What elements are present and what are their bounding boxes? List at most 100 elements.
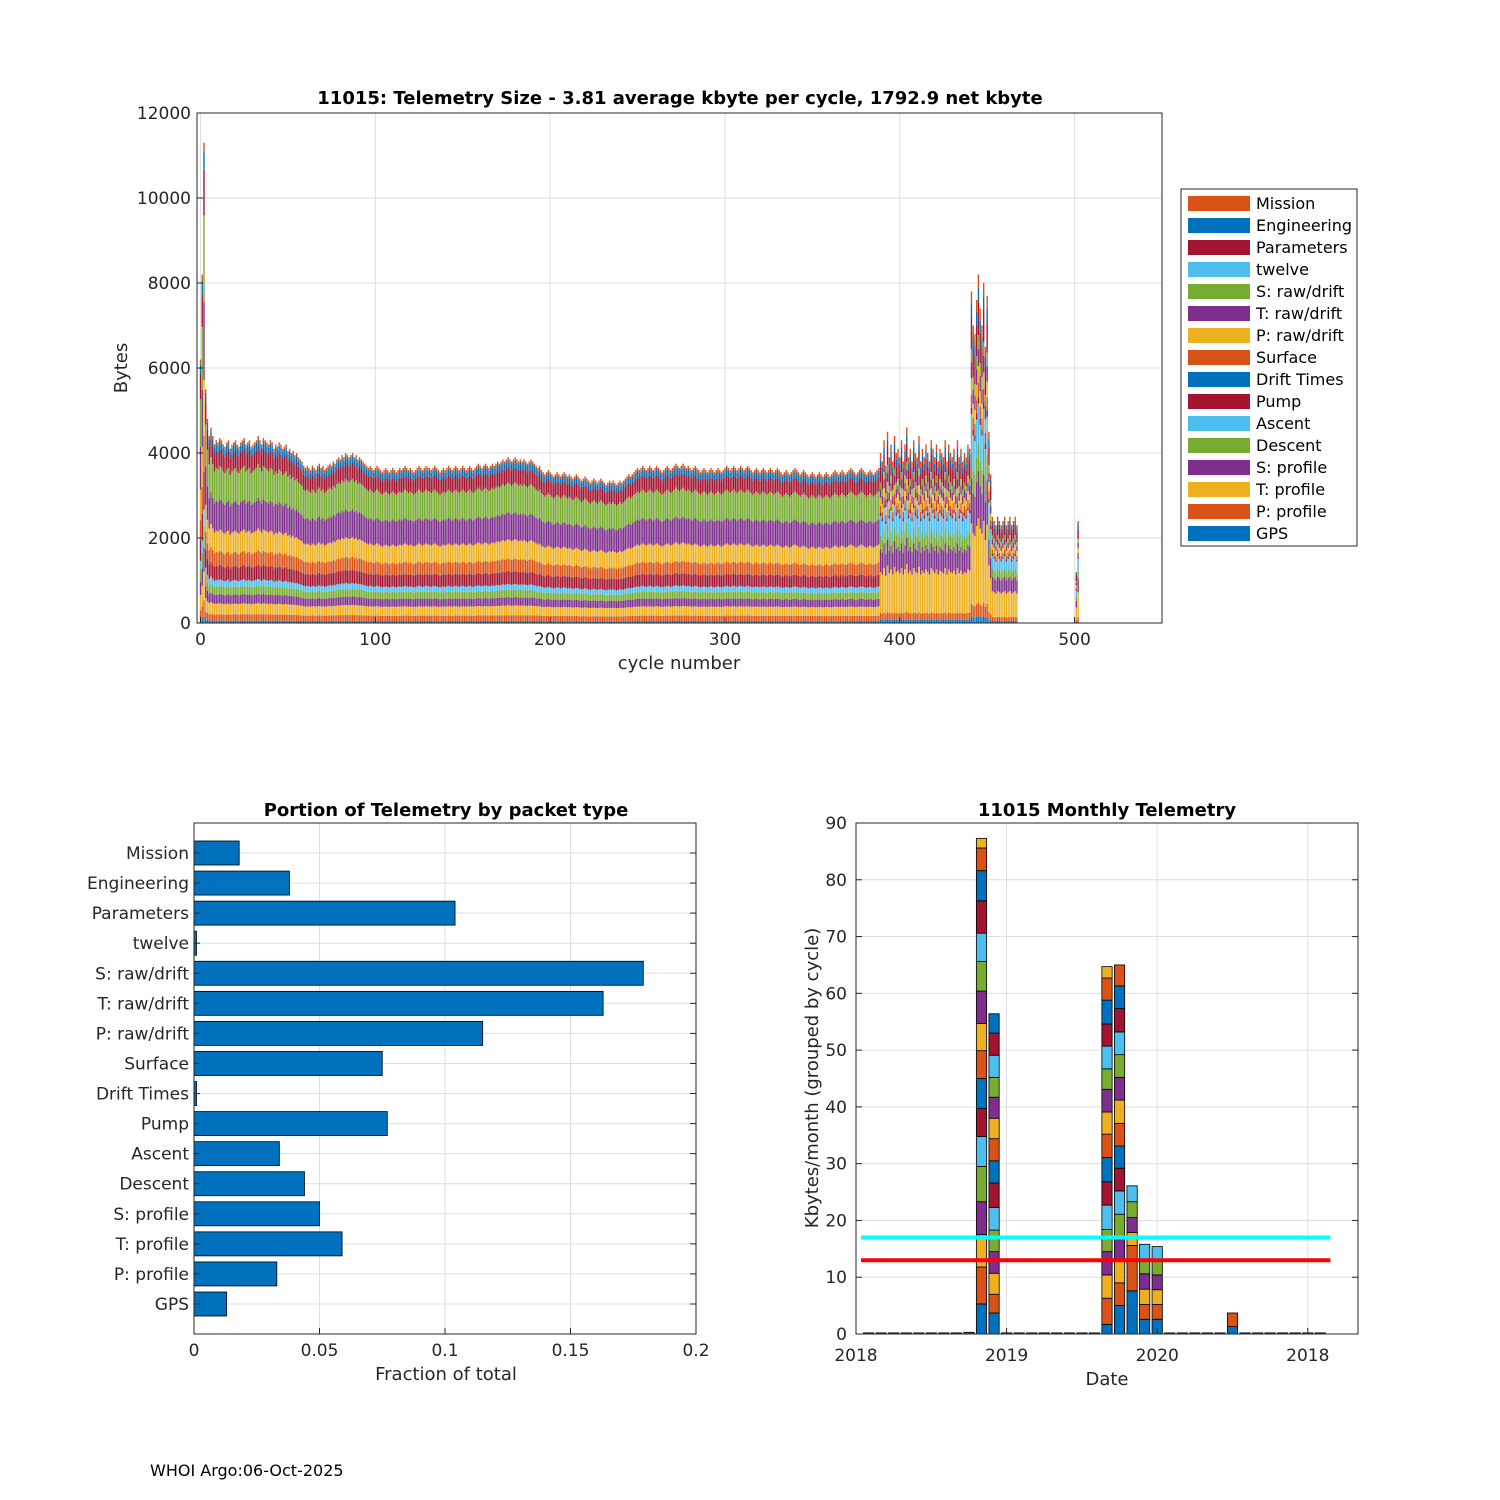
bar-segment [596,482,599,486]
bar-segment [453,574,455,587]
bar-segment [617,552,620,569]
bar-segment [364,560,366,573]
bar-segment [680,543,682,562]
bar-segment [659,545,661,564]
bar-segment [731,621,733,623]
bar-segment [224,473,226,505]
bar-segment [577,577,579,589]
bar-segment [689,467,691,471]
bar-segment [397,621,399,623]
bar-segment [369,620,371,623]
bar-segment [306,468,308,475]
bar-segment [612,550,614,568]
bar-segment [638,586,640,593]
bar-segment [491,463,494,467]
bar-segment [710,470,712,477]
bar-segment [327,468,329,475]
bar-segment [552,616,555,622]
bar-segment [628,482,630,497]
bar-segment [516,584,518,591]
bar-segment [524,615,527,621]
bar-segment [477,472,480,488]
bar-segment [255,620,258,623]
bar-segment [580,567,583,579]
bar-segment [248,620,251,623]
bar-segment [626,484,628,499]
bar-segment [535,489,537,518]
bar-segment [379,478,382,494]
bar-segment [395,606,397,616]
bar-segment [570,616,572,622]
bar-segment [334,590,336,599]
bar-segment [420,591,422,599]
bar-segment [434,573,436,586]
bar-segment [297,539,300,559]
bar-segment [446,470,448,477]
bar-segment [589,482,592,486]
bar-segment [734,621,737,623]
bar-segment [587,550,590,568]
bar-segment [677,606,679,616]
bar-segment [318,542,321,561]
bar-segment [572,593,574,601]
bar-segment [701,545,703,564]
bar-segment [643,562,646,575]
bar-segment [703,606,705,616]
bar-segment [601,488,604,503]
bar-segment [566,616,569,622]
bar-segment [344,456,347,463]
bar-segment [420,467,422,471]
bar-segment [675,542,677,561]
bar-segment [713,599,716,607]
bar-segment [243,620,245,623]
bar-segment [680,620,682,623]
bar-segment [430,520,432,546]
bar-segment [400,470,403,473]
bar-segment [362,572,364,585]
bar-segment [483,598,485,607]
bar-segment [650,615,653,622]
bar-segment [210,620,212,623]
bar-segment [213,503,216,533]
bar-segment [629,577,632,589]
bar-segment [732,543,735,562]
bar-segment [280,444,282,448]
bar-segment [219,448,221,467]
bar-segment [376,620,378,623]
bar-segment [719,592,721,600]
bar-segment [717,591,719,599]
bar-segment [400,575,403,587]
bar-segment [498,542,501,561]
bar-segment [507,605,509,616]
bar-segment [496,514,499,542]
bar-segment [423,476,425,492]
bar-segment [516,513,518,541]
bar-segment [650,606,653,616]
bar-segment [470,491,473,520]
bar-segment [199,581,202,595]
bar-segment [656,585,658,592]
bar-segment [608,621,611,623]
bar-segment [650,544,653,563]
bar-segment [266,566,268,581]
bar-segment [418,474,420,490]
bar-segment [617,482,620,486]
bar-segment [222,454,224,472]
bar-segment [362,464,364,471]
bar-segment [554,593,557,600]
bar-segment [722,615,724,622]
bar-segment [229,458,231,476]
bar-segment [521,541,523,560]
bar-segment [365,606,368,616]
bar-segment [404,489,406,518]
bar-segment [496,620,499,623]
bar-segment [341,589,343,597]
bar-segment [302,615,305,621]
bar-segment [411,592,413,600]
bar-segment [437,470,439,473]
bar-segment [448,615,450,621]
bar-segment [600,478,602,482]
bar-segment [505,540,508,560]
bar-segment [732,585,735,592]
bar-segment [395,472,397,475]
